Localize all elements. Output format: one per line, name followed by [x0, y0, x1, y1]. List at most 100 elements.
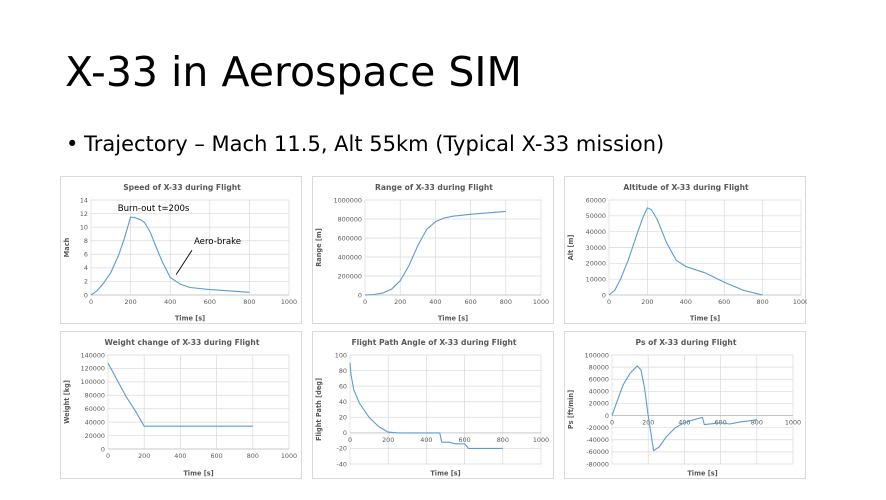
- y-tick-label: 20000: [589, 400, 609, 408]
- chart-title: Weight change of X-33 during Flight: [105, 338, 260, 347]
- x-tick-label: 0: [348, 436, 352, 444]
- x-tick-label: 1000: [281, 298, 297, 306]
- y-tick-label: 6: [84, 251, 88, 259]
- x-tick-label: 1000: [533, 298, 549, 306]
- y-tick-label: 80: [339, 367, 347, 375]
- y-tick-label: 200000: [338, 272, 362, 280]
- x-axis-title: Time [s]: [438, 315, 468, 323]
- series-line: [349, 362, 503, 449]
- y-axis-title: Range [m]: [315, 228, 323, 267]
- x-tick-label: 400: [429, 298, 441, 306]
- y-tick-label: 400000: [338, 253, 362, 261]
- x-tick-label: 600: [458, 436, 470, 444]
- y-tick-label: 0: [358, 291, 362, 299]
- y-tick-label: -20: [337, 445, 347, 453]
- slide-title: X-33 in Aerospace SIM: [65, 48, 522, 96]
- chart-svg: Range of X-33 during Flight 0 200000 400000…: [315, 183, 549, 323]
- chart-speed: Speed of X-33 during Flight 0 2 4 6 8 10 12 14 0 2…: [60, 176, 302, 324]
- y-tick-label: 0: [343, 429, 347, 437]
- y-tick-label: 40000: [586, 228, 606, 236]
- x-tick-label: 0: [610, 419, 614, 427]
- x-tick-label: 0: [89, 298, 93, 306]
- y-tick-label: 60000: [589, 376, 609, 384]
- y-tick-label: 600000: [338, 234, 362, 242]
- y-tick-label: 10000: [586, 275, 606, 283]
- series-line: [611, 365, 757, 452]
- series-line: [608, 207, 763, 296]
- y-tick-label: 20000: [85, 432, 105, 440]
- y-tick-label: 0: [605, 412, 609, 420]
- y-tick-label: -80000: [586, 460, 609, 468]
- y-tick-label: 100000: [585, 351, 609, 359]
- y-tick-label: 800000: [338, 215, 362, 223]
- x-tick-label: 200: [138, 452, 150, 460]
- y-tick-label: 60000: [85, 405, 105, 413]
- chart-svg: Ps of X-33 during Flight -80000 -60000 -400…: [567, 338, 801, 478]
- y-tick-label: 60: [339, 382, 347, 390]
- chart-ps: Ps of X-33 during Flight -80000 -60000 -400…: [564, 331, 806, 479]
- series-line: [107, 362, 253, 427]
- x-axis-title: Time [s]: [183, 470, 213, 478]
- y-tick-label: -20000: [586, 424, 609, 432]
- y-axis-title: Mach: [63, 237, 71, 257]
- y-axis-title: Ps [ft/min]: [567, 390, 575, 429]
- x-tick-label: 400: [420, 436, 432, 444]
- y-tick-label: 120000: [81, 365, 105, 373]
- y-tick-label: 80000: [85, 392, 105, 400]
- x-tick-label: 200: [124, 298, 136, 306]
- x-tick-label: 800: [756, 298, 768, 306]
- x-tick-label: 600: [210, 452, 222, 460]
- chart-weight: Weight change of X-33 during Flight 0 2000…: [60, 331, 302, 479]
- y-tick-label: 30000: [586, 244, 606, 252]
- x-tick-label: 200: [394, 298, 406, 306]
- x-tick-label: 1000: [281, 452, 297, 460]
- y-tick-label: 20000: [586, 260, 606, 268]
- y-tick-label: 40000: [589, 388, 609, 396]
- y-tick-label: 1000000: [334, 196, 362, 204]
- y-tick-label: 10: [80, 223, 88, 231]
- x-tick-label: 800: [243, 298, 255, 306]
- chart-title: Altitude of X-33 during Flight: [623, 183, 749, 192]
- y-tick-label: 100: [335, 351, 347, 359]
- bullet-text: Trajectory – Mach 11.5, Alt 55km (Typica…: [84, 132, 665, 156]
- x-tick-label: 600: [204, 298, 216, 306]
- x-tick-label: 800: [497, 436, 509, 444]
- series-line: [364, 210, 506, 296]
- y-axis-title: Alt [m]: [567, 235, 575, 261]
- x-tick-label: 0: [607, 298, 611, 306]
- chart-range: Range of X-33 during Flight 0 200000 400000…: [312, 176, 554, 324]
- chart-title: Flight Path Angle of X-33 during Flight: [351, 338, 516, 347]
- chart-svg: Altitude of X-33 during Flight0100002000…: [567, 183, 807, 323]
- chart-altitude: Altitude of X-33 during Flight 0 10000 2000…: [564, 176, 807, 324]
- x-tick-label: 600: [718, 298, 730, 306]
- x-tick-label: 200: [382, 436, 394, 444]
- chart-svg: Flight Path Angle of X-33 during Flight -…: [315, 338, 549, 478]
- chart-flight-path: Flight Path Angle of X-33 during Flight -…: [312, 331, 554, 479]
- x-tick-label: 800: [751, 419, 763, 427]
- x-tick-label: 800: [247, 452, 259, 460]
- chart-title: Range of X-33 during Flight: [375, 183, 493, 192]
- x-tick-label: 1000: [533, 436, 549, 444]
- annotation-pointer: [175, 249, 193, 275]
- x-tick-label: 1000: [793, 298, 807, 306]
- chart-title: Ps of X-33 during Flight: [636, 338, 737, 347]
- x-tick-label: 400: [680, 298, 692, 306]
- annotation-label: Aero-brake: [194, 237, 241, 247]
- y-tick-label: 0: [602, 291, 606, 299]
- y-tick-label: 2: [84, 278, 88, 286]
- y-tick-label: 60000: [586, 196, 606, 204]
- annotation-label: Burn-out t=200s: [118, 204, 190, 214]
- y-axis-title: Weight [kg]: [63, 380, 71, 424]
- y-tick-label: 0: [84, 291, 88, 299]
- bullet-marker: •: [66, 132, 79, 156]
- x-tick-label: 0: [106, 452, 110, 460]
- x-tick-label: 0: [363, 298, 367, 306]
- y-axis-title: Flight Path [deg]: [315, 378, 323, 441]
- y-tick-label: -60000: [586, 448, 609, 456]
- x-axis-title: Time [s]: [430, 470, 460, 478]
- y-tick-label: 8: [84, 237, 88, 245]
- y-tick-label: 14: [80, 196, 88, 204]
- y-tick-label: 20: [339, 414, 347, 422]
- x-tick-label: 1000: [785, 419, 801, 427]
- x-tick-label: 400: [164, 298, 176, 306]
